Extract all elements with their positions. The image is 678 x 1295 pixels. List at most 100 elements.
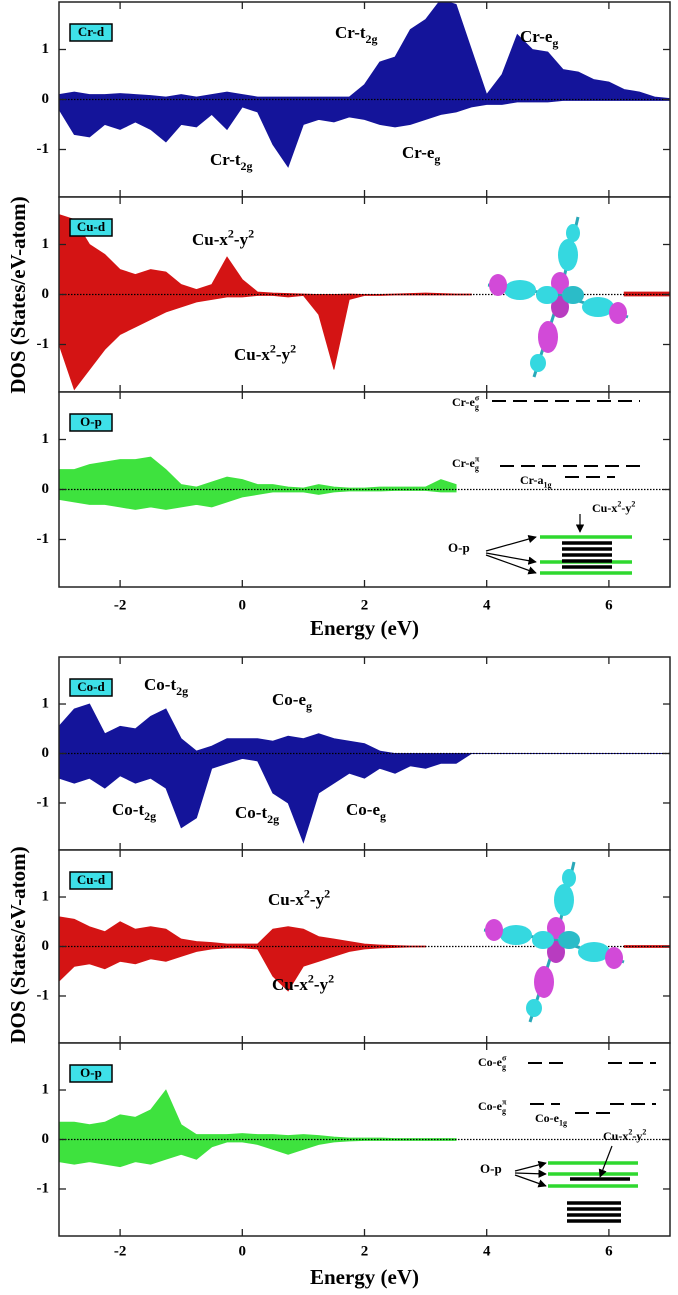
annotation-part: 2 xyxy=(270,341,276,355)
annotation-part: Co-t xyxy=(144,675,176,694)
annotation-part: Co-e xyxy=(535,1111,560,1125)
annotation: Cr-egπ xyxy=(452,455,480,473)
annotation-part: Cr-a xyxy=(520,473,544,487)
annotation-part: 2 xyxy=(308,971,314,985)
x-tick-label: 2 xyxy=(361,597,369,613)
annotation-part: Co-e xyxy=(272,690,306,709)
x-tick-label: 0 xyxy=(239,597,247,613)
annotation-part: Cu-x xyxy=(234,345,270,364)
y-tick-label: -1 xyxy=(37,141,50,157)
y-tick-label: 0 xyxy=(42,745,50,761)
y-axis-label: DOS (States/eV-atom) xyxy=(6,846,30,1043)
annotation-part: Cu-x xyxy=(272,975,308,994)
annotation-part: σ xyxy=(502,1054,507,1063)
annotation-part: 2 xyxy=(631,500,635,509)
y-tick-label: 1 xyxy=(42,431,50,447)
annotation-part: 2g xyxy=(176,684,188,698)
annotation-part: Co-t xyxy=(112,800,144,819)
annotation-part: -y xyxy=(310,890,325,909)
y-tick-label: -1 xyxy=(37,336,50,352)
annotation: O-p xyxy=(448,540,470,555)
panel-label: Cu-d xyxy=(77,219,106,234)
level-arrow xyxy=(514,1160,547,1172)
panel-label: Cu-d xyxy=(77,872,106,887)
annotation-part: -y xyxy=(632,1129,642,1143)
annotation-part: 2 xyxy=(642,1128,646,1137)
panel-label-box xyxy=(69,23,113,42)
y-tick-label: -1 xyxy=(37,531,50,547)
panel-label: O-p xyxy=(80,1065,102,1080)
level-arrow xyxy=(485,554,537,575)
annotation-part: Co-e xyxy=(346,800,380,819)
annotation-part: 2 xyxy=(228,226,234,240)
annotation-part: 2 xyxy=(290,341,296,355)
x-tick-label: 4 xyxy=(483,597,491,613)
dos-area xyxy=(59,489,457,510)
annotation-part: Cu-x xyxy=(603,1129,628,1143)
annotation: Cu-x2-y2 xyxy=(272,971,334,994)
annotation: Cu-x2-y2 xyxy=(592,500,635,515)
x-tick-label: 6 xyxy=(605,597,613,613)
annotation: Cu-x2-y2 xyxy=(603,1128,646,1143)
annotation-part: Cu-x xyxy=(268,890,304,909)
annotation: Co-e1g xyxy=(535,1111,567,1128)
annotation-part: 2 xyxy=(324,886,330,900)
y-tick-label: -1 xyxy=(37,987,50,1003)
level-arrow xyxy=(598,1145,613,1178)
annotation-part: Cr-e xyxy=(452,395,476,409)
annotation-part: Cr-e xyxy=(520,27,553,46)
panel-label-box xyxy=(69,218,113,237)
annotation: Cr-a1g xyxy=(520,473,552,490)
dos-area xyxy=(59,1089,457,1140)
annotation-part: 2g xyxy=(241,159,253,173)
annotation: Cr-eg xyxy=(402,143,440,166)
annotation-part: σ xyxy=(475,394,480,403)
y-tick-label: 0 xyxy=(42,481,50,497)
level-arrow xyxy=(514,1169,547,1178)
annotation-part: -y xyxy=(314,975,329,994)
annotation-part: Cr-t xyxy=(210,150,241,169)
panel-label-box xyxy=(69,871,113,890)
annotation: Co-egπ xyxy=(478,1098,507,1116)
level-arrow xyxy=(514,1174,547,1188)
panel-label: Co-d xyxy=(77,679,105,694)
annotation: Cr-eg xyxy=(520,27,558,50)
x-tick-label: 4 xyxy=(483,1243,491,1259)
annotation: Co-t2g xyxy=(144,675,188,698)
annotation-part: Cr-e xyxy=(402,143,435,162)
annotation-part: π xyxy=(475,455,480,464)
annotation-part: 2 xyxy=(248,226,254,240)
annotation: Cr-egσ xyxy=(452,394,480,412)
annotation-part: O-p xyxy=(448,540,470,555)
annotation: Cu-x2-y2 xyxy=(234,341,296,364)
y-tick-label: -1 xyxy=(37,1180,50,1196)
y-tick-label: 0 xyxy=(42,1131,50,1147)
annotation-part: Co-e xyxy=(478,1055,503,1069)
annotation-part: -y xyxy=(276,345,291,364)
annotation: Cr-t2g xyxy=(210,150,253,173)
annotation: Cu-x2-y2 xyxy=(192,226,254,249)
y-tick-label: 0 xyxy=(42,938,50,954)
x-tick-label: 6 xyxy=(605,1243,613,1259)
annotation-part: -y xyxy=(621,501,631,515)
y-axis-label: DOS (States/eV-atom) xyxy=(6,196,30,393)
annotation-part: g xyxy=(475,403,479,412)
annotation-part: -y xyxy=(234,230,249,249)
y-tick-label: 0 xyxy=(42,286,50,302)
panel-label-box xyxy=(69,678,113,697)
y-tick-label: 0 xyxy=(42,91,50,107)
annotation-part: Cu-x xyxy=(592,501,617,515)
annotation-part: g xyxy=(475,464,479,473)
annotation: Co-egσ xyxy=(478,1054,507,1072)
panel-label-box xyxy=(69,1064,113,1083)
annotation-part: Cr-t xyxy=(335,23,366,42)
annotation-part: 1g xyxy=(544,481,552,490)
annotation-part: g xyxy=(502,1107,506,1116)
y-tick-label: 1 xyxy=(42,695,50,711)
annotation-part: 2g xyxy=(144,809,156,823)
annotation-part: 2g xyxy=(267,812,279,826)
y-tick-label: -1 xyxy=(37,794,50,810)
annotation: Co-t2g xyxy=(235,803,279,826)
annotation: O-p xyxy=(480,1161,502,1176)
annotation-part: g xyxy=(552,36,558,50)
